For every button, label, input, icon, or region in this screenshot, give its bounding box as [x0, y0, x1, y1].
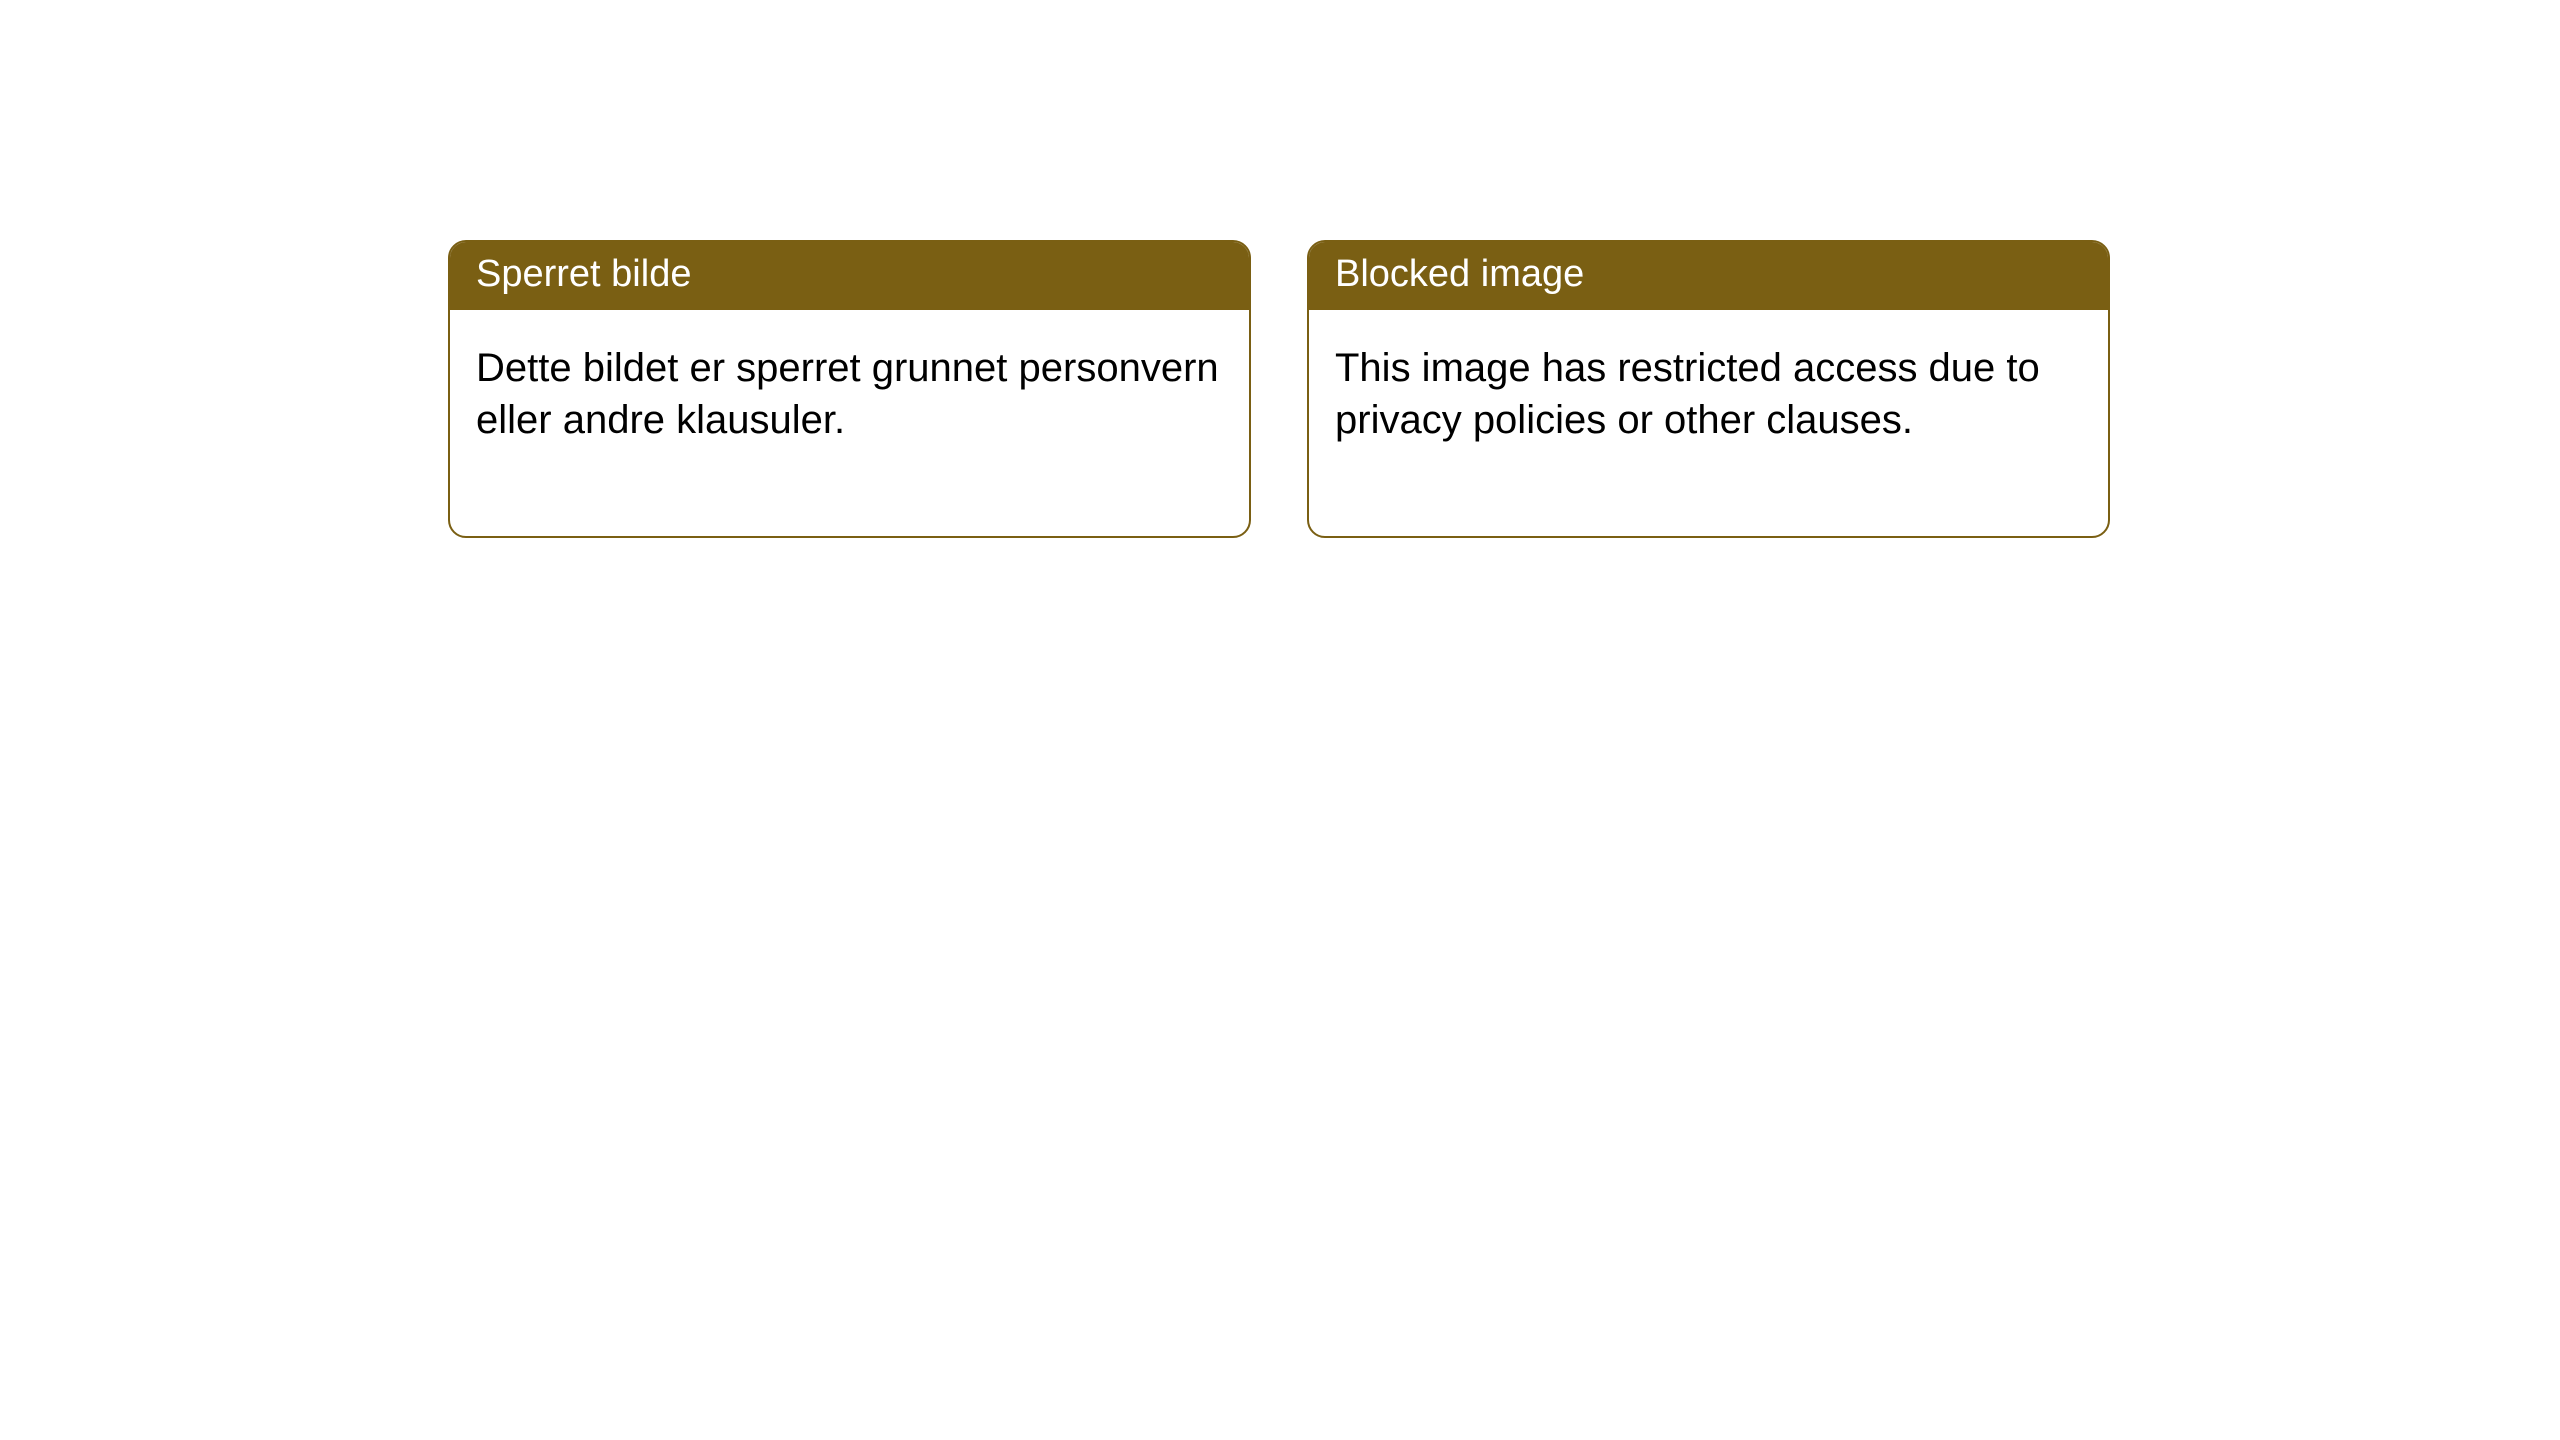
notice-card-body: This image has restricted access due to … — [1309, 310, 2108, 536]
blocked-image-notices: Sperret bilde Dette bildet er sperret gr… — [448, 240, 2110, 538]
notice-card-body: Dette bildet er sperret grunnet personve… — [450, 310, 1249, 536]
notice-card-header: Blocked image — [1309, 242, 2108, 310]
notice-title: Sperret bilde — [476, 253, 691, 295]
notice-message: Dette bildet er sperret grunnet personve… — [476, 346, 1219, 442]
notice-card-en: Blocked image This image has restricted … — [1307, 240, 2110, 538]
notice-message: This image has restricted access due to … — [1335, 346, 2040, 442]
notice-card-header: Sperret bilde — [450, 242, 1249, 310]
notice-title: Blocked image — [1335, 253, 1584, 295]
notice-card-no: Sperret bilde Dette bildet er sperret gr… — [448, 240, 1251, 538]
